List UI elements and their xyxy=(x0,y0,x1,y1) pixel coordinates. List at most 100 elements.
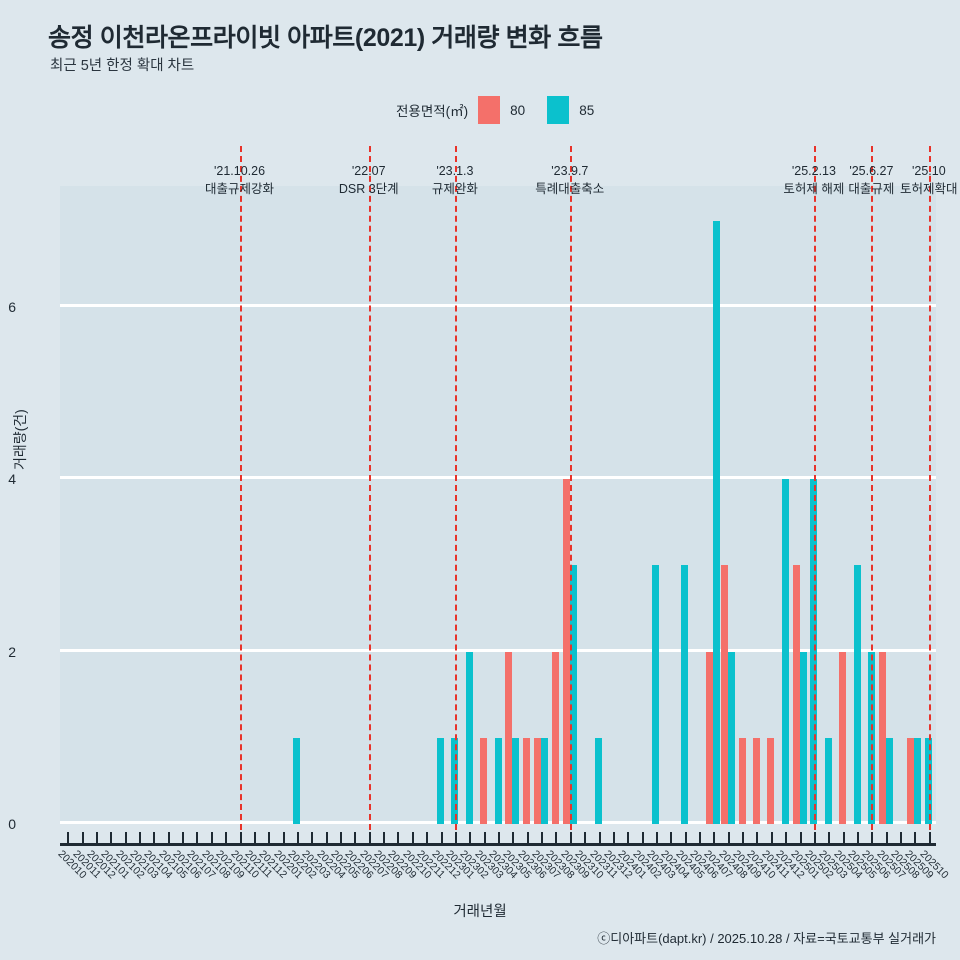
event-label: '25.2.13 토허제 해제 xyxy=(783,162,844,198)
x-tick xyxy=(210,832,213,843)
x-tick xyxy=(167,832,170,843)
x-tick xyxy=(885,832,888,843)
x-tick xyxy=(555,832,558,843)
x-tick xyxy=(454,832,457,843)
event-date: '23.1.3 xyxy=(436,164,474,178)
bar xyxy=(914,737,922,824)
bar xyxy=(907,737,915,824)
x-axis-label: 거래년월 xyxy=(453,904,507,920)
x-tick xyxy=(871,832,874,843)
event-line xyxy=(454,146,457,830)
bar xyxy=(541,737,549,824)
event-label: '23.1.3 규제완화 xyxy=(432,162,478,198)
y-axis-label: 거래량(건) xyxy=(12,409,28,470)
event-line xyxy=(928,146,931,830)
bar xyxy=(853,565,861,824)
x-tick xyxy=(397,832,400,843)
bar xyxy=(562,479,570,824)
legend-label-80: 80 xyxy=(510,102,526,118)
event-line xyxy=(368,146,371,830)
y-tick-label: 0 xyxy=(8,816,16,832)
x-tick xyxy=(857,832,860,843)
x-tick xyxy=(282,832,285,843)
bar xyxy=(767,737,775,824)
bar xyxy=(727,651,735,824)
bar xyxy=(569,565,577,824)
gridline xyxy=(60,648,936,652)
x-tick xyxy=(526,832,529,843)
x-tick xyxy=(584,832,587,843)
x-tick xyxy=(483,832,486,843)
x-tick xyxy=(426,832,429,843)
bar xyxy=(437,737,445,824)
x-tick xyxy=(469,832,472,843)
bar xyxy=(792,565,800,824)
bar xyxy=(824,737,832,824)
x-tick xyxy=(383,832,386,843)
event-line xyxy=(569,146,572,830)
legend-swatch-80 xyxy=(478,96,501,124)
x-tick xyxy=(239,832,242,843)
x-tick xyxy=(670,832,673,843)
page-title: 송정 이천라온프라이빗 아파트(2021) 거래량 변화 흐름 xyxy=(48,24,603,52)
bar xyxy=(595,737,603,824)
gridline xyxy=(60,476,936,480)
x-tick xyxy=(842,832,845,843)
x-tick xyxy=(928,832,931,843)
x-tick xyxy=(799,832,802,843)
bar xyxy=(293,737,301,824)
x-tick xyxy=(498,832,500,843)
event-label: '25.10 토허제확대 xyxy=(900,162,958,198)
footer-credit: ⓒ디아파트(dapt.kr) / 2025.10.28 / 자료=국토교통부 실… xyxy=(597,931,936,946)
bar xyxy=(523,737,531,824)
event-name: 대출규제강화 xyxy=(204,182,275,197)
event-date: '25.2.13 xyxy=(791,164,836,178)
x-tick xyxy=(325,832,328,843)
event-line xyxy=(871,146,874,830)
x-tick xyxy=(440,832,443,843)
x-tick xyxy=(641,832,644,843)
x-tick xyxy=(914,832,917,843)
x-tick xyxy=(81,832,84,843)
bar xyxy=(738,737,746,824)
event-date: '25.10 xyxy=(911,164,946,178)
x-tick xyxy=(785,832,788,843)
x-tick xyxy=(411,832,414,843)
page-subtitle: 최근 5년 한정 확대 차트 xyxy=(50,58,195,74)
event-label: '25.6.27 대출규제 xyxy=(848,162,894,198)
x-tick xyxy=(138,832,141,843)
bar xyxy=(494,737,502,824)
x-tick xyxy=(354,832,357,843)
bar xyxy=(534,737,542,824)
event-date: '22.07 xyxy=(351,164,386,178)
bar xyxy=(752,737,760,824)
y-tick-label: 4 xyxy=(8,471,16,488)
x-tick xyxy=(727,832,730,843)
legend-swatch-85 xyxy=(547,96,570,124)
event-label: '21.10.26 대출규제강화 xyxy=(205,162,274,198)
event-line xyxy=(813,146,816,830)
x-tick xyxy=(612,832,615,843)
x-tick xyxy=(813,832,816,843)
x-tick xyxy=(268,832,271,843)
event-line xyxy=(239,146,242,830)
bar xyxy=(885,737,893,824)
event-label: '22.07 DSR 3단계 xyxy=(339,162,399,198)
x-tick xyxy=(110,832,113,843)
legend-label-85: 85 xyxy=(579,102,595,118)
bar xyxy=(465,651,473,824)
event-name: 규제완화 xyxy=(431,182,478,197)
bar xyxy=(512,737,520,824)
event-date: '21.10.26 xyxy=(213,164,266,178)
gridline xyxy=(60,303,936,307)
bar xyxy=(713,220,721,824)
x-tick xyxy=(598,832,601,843)
x-tick xyxy=(225,832,228,843)
event-name: 특례대출축소 xyxy=(535,182,605,197)
x-tick xyxy=(196,832,199,843)
x-axis-line xyxy=(60,843,936,846)
x-tick xyxy=(699,832,702,843)
x-tick xyxy=(655,832,658,843)
y-tick-label: 6 xyxy=(8,298,16,315)
bar xyxy=(480,737,488,824)
